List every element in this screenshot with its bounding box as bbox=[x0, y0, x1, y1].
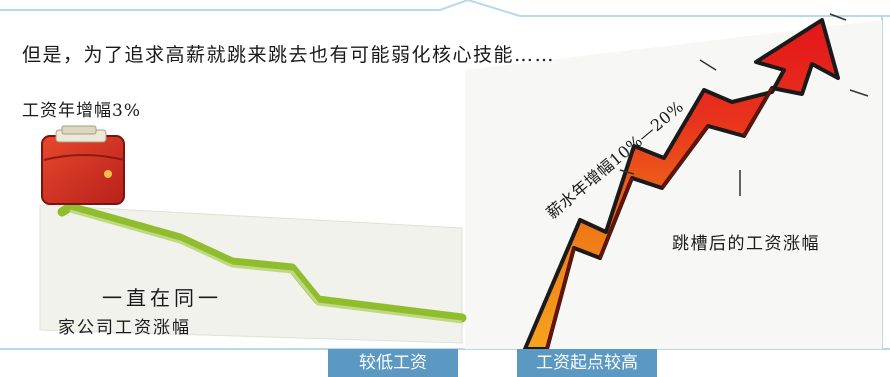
rising-arrow-icon bbox=[523, 13, 869, 351]
lower-salary-tag: 较低工资 bbox=[328, 349, 458, 377]
higher-starting-salary-tag: 工资起点较高 bbox=[517, 349, 657, 377]
headline: 但是，为了追求高薪就跳来跳去也有可能弱化核心技能…… bbox=[22, 44, 556, 66]
wallet-icon bbox=[41, 125, 125, 205]
same-company-caption-line1: 一直在同一 bbox=[102, 286, 222, 310]
flat-growth-line bbox=[57, 202, 467, 324]
after-job-hop-caption: 跳槽后的工资涨幅 bbox=[672, 234, 820, 254]
annual-raise-3-percent-label: 工资年增幅3% bbox=[22, 101, 141, 121]
same-company-caption-line2: 家公司工资涨幅 bbox=[58, 318, 191, 338]
